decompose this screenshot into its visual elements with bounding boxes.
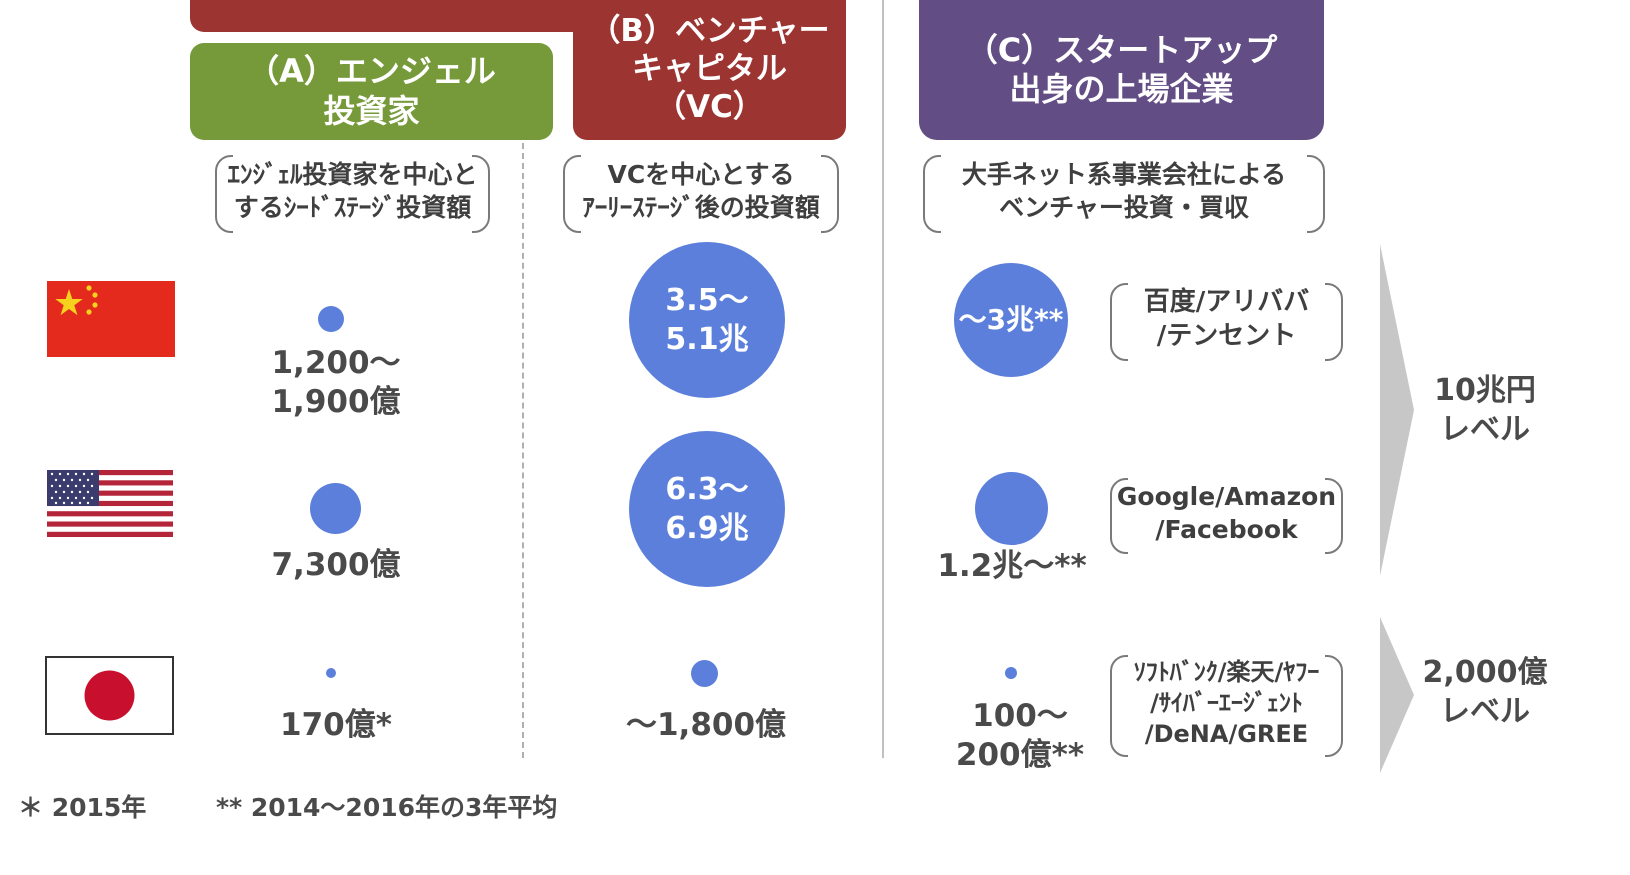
value-a-japan: 170億* <box>236 706 436 745</box>
value-c-usa: 1.2兆～** <box>902 547 1122 586</box>
value-c-china-line1: ～3兆** <box>958 302 1064 336</box>
level-arrow-bottom <box>1380 617 1414 773</box>
level-arrow-top <box>1380 244 1414 576</box>
footnote-1: ＊ 2015年 <box>18 793 147 822</box>
value-b-japan-line1: ～1,800億 <box>625 707 787 743</box>
dashed-divider <box>522 143 524 758</box>
value-a-japan-line1: 170億* <box>280 707 392 743</box>
circle-c-china: ～3兆** <box>954 263 1068 377</box>
header-b-line2: キャピタル <box>632 51 787 88</box>
header-a-line2: 投資家 <box>323 91 420 130</box>
header-c-line2: 出身の上場企業 <box>1009 70 1234 108</box>
companies-usa-line2: /Facebook <box>1155 514 1298 544</box>
value-c-japan-line1: 100～ <box>972 698 1068 734</box>
header-b-line3: （VC） <box>655 88 764 125</box>
company-bracket-china <box>1110 282 1343 362</box>
footnote-2: ** 2014～2016年の3年平均 <box>216 793 558 822</box>
subtitle-a: ｴﾝｼﾞｪﾙ投資家を中心と するｼｰﾄﾞｽﾃｰｼﾞ投資額 <box>215 158 490 224</box>
subtitle-bracket-a <box>215 154 490 234</box>
subtitle-bracket-b <box>563 154 839 234</box>
value-b-japan: ～1,800億 <box>596 706 816 745</box>
china-flag <box>47 281 175 357</box>
dot-b-japan <box>691 660 718 687</box>
header-b-line1: （B）ベンチャー <box>589 13 830 50</box>
value-b-usa-line2: 6.9兆 <box>665 511 749 546</box>
subtitle-c-line2: ベンチャー投資・買収 <box>999 193 1249 222</box>
companies-china: 百度/アリババ /テンセント <box>1110 286 1343 354</box>
circle-b-usa: 6.3～ 6.9兆 <box>629 431 785 587</box>
value-a-china: 1,200～ 1,900億 <box>236 344 436 422</box>
subtitle-b-line2: ｱｰﾘｰｽﾃｰｼﾞ後の投資額 <box>582 193 820 222</box>
value-c-usa-line1: 1.2兆～** <box>937 548 1087 584</box>
subtitle-bracket-c <box>923 154 1325 234</box>
companies-japan: ｿﾌﾄﾊﾞﾝｸ/楽天/ﾔﾌｰ /ｻｲﾊﾞｰｴｰｼﾞｪﾝﾄ /DeNA/GREE <box>1110 657 1343 751</box>
companies-japan-line1: ｿﾌﾄﾊﾞﾝｸ/楽天/ﾔﾌｰ <box>1133 658 1320 686</box>
company-bracket-usa <box>1110 477 1343 555</box>
value-a-china-line2: 1,900億 <box>271 383 401 420</box>
top-connector-bar <box>190 0 610 32</box>
company-bracket-japan <box>1110 654 1343 758</box>
dot-a-usa <box>310 483 361 534</box>
companies-usa: Google/Amazon /Facebook <box>1110 481 1343 546</box>
value-b-china-line1: 3.5～ <box>665 283 749 318</box>
subtitle-b: VCを中心とする ｱｰﾘｰｽﾃｰｼﾞ後の投資額 <box>563 158 839 224</box>
companies-china-line1: 百度/アリババ <box>1143 287 1310 317</box>
companies-japan-line2: /ｻｲﾊﾞｰｴｰｼﾞｪﾝﾄ <box>1150 689 1303 718</box>
level-top-line2: レベル <box>1440 412 1530 447</box>
subtitle-c-line1: 大手ネット系事業会社による <box>961 160 1287 189</box>
header-a-line1: （A）エンジェル <box>247 52 496 91</box>
dot-a-china <box>318 306 344 332</box>
value-a-usa: 7,300億 <box>236 546 436 585</box>
subtitle-a-line1: ｴﾝｼﾞｪﾙ投資家を中心と <box>227 160 478 189</box>
japan-flag <box>45 656 174 735</box>
level-label-top: 10兆円 レベル <box>1410 371 1560 449</box>
value-b-usa-line1: 6.3～ <box>665 472 749 507</box>
dot-a-japan <box>326 668 336 678</box>
header-angel-investors: （A）エンジェル 投資家 <box>190 43 553 140</box>
usa-flag <box>47 470 173 537</box>
header-venture-capital: （B）ベンチャー キャピタル （VC） <box>573 0 846 140</box>
header-c-line1: （C）スタートアップ <box>965 30 1278 69</box>
solid-divider <box>882 0 884 758</box>
level-bottom-line2: レベル <box>1440 694 1530 729</box>
value-c-japan-line2: 200億** <box>955 736 1085 773</box>
companies-china-line2: /テンセント <box>1156 320 1297 351</box>
subtitle-b-line1: VCを中心とする <box>607 160 795 189</box>
value-a-usa-line1: 7,300億 <box>271 547 401 583</box>
value-b-china-line2: 5.1兆 <box>665 322 749 357</box>
level-bottom-line1: 2,000億 <box>1422 655 1548 690</box>
level-label-bottom: 2,000億 レベル <box>1410 653 1560 731</box>
china-flag-big-star <box>55 289 83 316</box>
level-top-line1: 10兆円 <box>1434 373 1536 408</box>
header-listed-companies: （C）スタートアップ 出身の上場企業 <box>919 0 1324 140</box>
companies-japan-line3: /DeNA/GREE <box>1144 720 1309 749</box>
value-a-china-line1: 1,200～ <box>271 345 401 381</box>
value-c-japan: 100～ 200億** <box>910 697 1130 775</box>
dot-c-usa <box>975 472 1048 545</box>
subtitle-c: 大手ネット系事業会社による ベンチャー投資・買収 <box>923 158 1325 224</box>
companies-usa-line1: Google/Amazon <box>1116 482 1337 511</box>
dot-c-japan <box>1005 667 1017 679</box>
subtitle-a-line2: するｼｰﾄﾞｽﾃｰｼﾞ投資額 <box>233 193 472 222</box>
circle-b-china: 3.5～ 5.1兆 <box>629 242 785 398</box>
